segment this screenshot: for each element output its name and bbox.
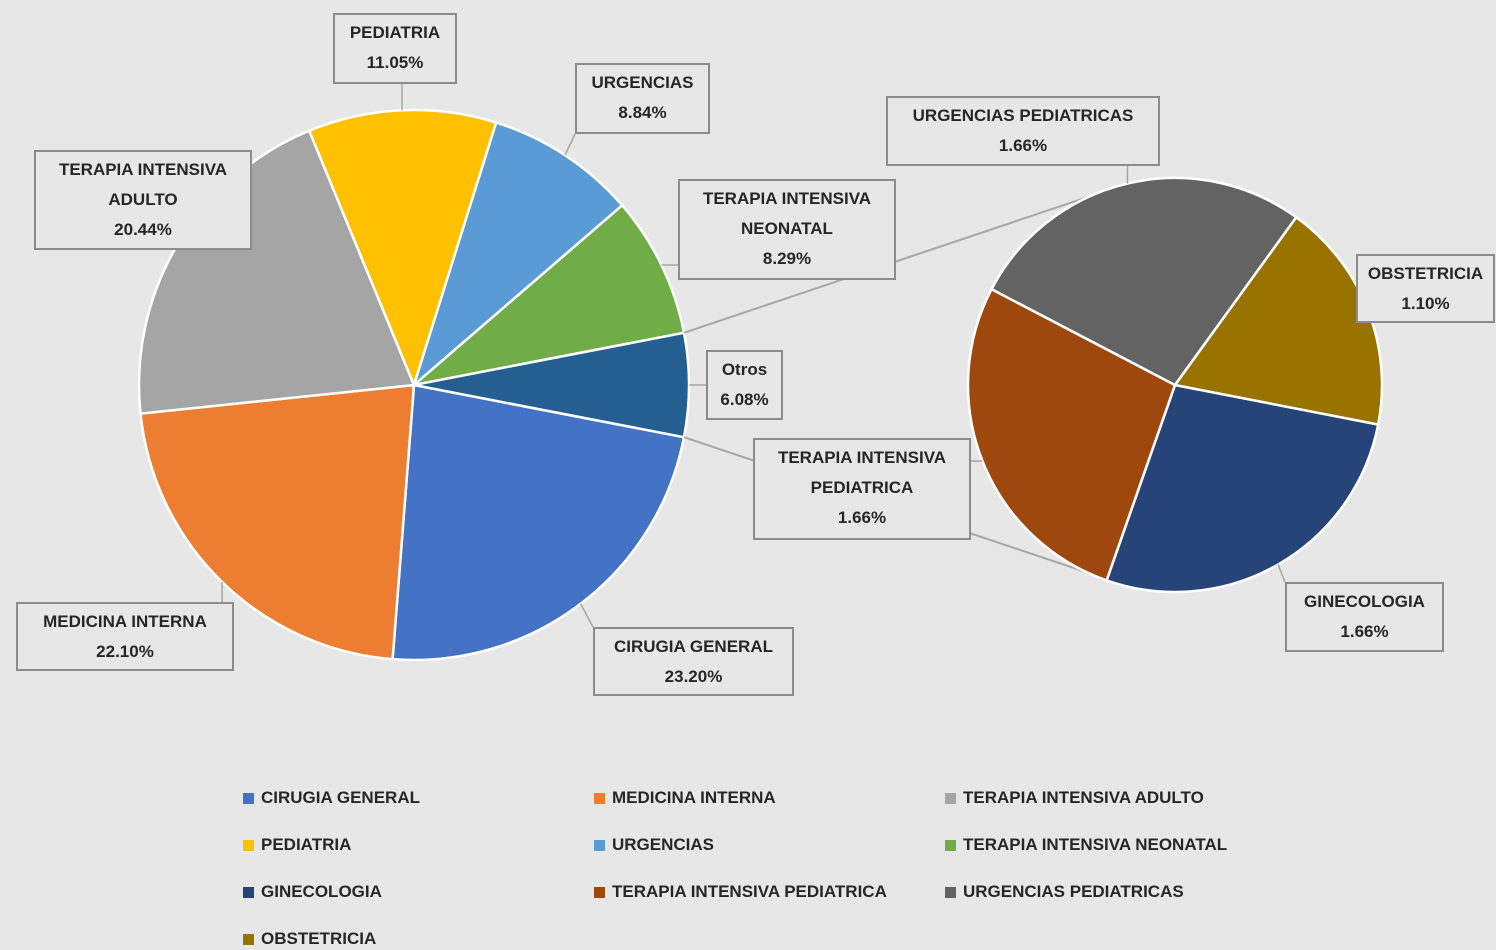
data-label: URGENCIAS 8.84%	[575, 63, 710, 134]
legend-label: TERAPIA INTENSIVA ADULTO	[963, 788, 1204, 807]
legend-swatch	[945, 839, 956, 851]
legend-swatch	[594, 792, 605, 804]
legend-item: MEDICINA INTERNA	[594, 788, 776, 808]
legend-label: MEDICINA INTERNA	[612, 788, 776, 807]
legend-label: GINECOLOGIA	[261, 882, 382, 901]
legend-item: URGENCIAS	[594, 835, 714, 855]
leader-line	[1277, 564, 1286, 583]
label-value: 1.66%	[837, 508, 887, 527]
legend-swatch	[243, 886, 254, 898]
pie-slice	[411, 121, 624, 389]
leader-line	[564, 133, 576, 156]
legend-swatch	[243, 933, 254, 945]
label-value: 1.66%	[998, 136, 1048, 155]
label-name: CIRUGIA GENERAL	[614, 637, 773, 656]
label-value: 11.05%	[366, 53, 424, 72]
data-label: PEDIATRIA 11.05%	[333, 13, 457, 84]
label-value: 1.66%	[1340, 622, 1389, 641]
data-label: TERAPIA INTENSIVA ADULTO 20.44%	[34, 150, 252, 250]
legend-label: PEDIATRIA	[261, 835, 352, 854]
pie-slice	[966, 287, 1177, 582]
pie-slice	[307, 108, 498, 389]
legend-swatch	[243, 792, 254, 804]
data-label: CIRUGIA GENERAL 23.20%	[593, 627, 794, 696]
pie-slice	[409, 203, 686, 388]
legend-swatch	[594, 886, 605, 898]
data-label: MEDICINA INTERNA 22.10%	[16, 602, 234, 671]
label-name: TERAPIA INTENSIVA ADULTO	[58, 160, 228, 209]
data-label: URGENCIAS PEDIATRICAS 1.66%	[886, 96, 1160, 166]
legend-item: URGENCIAS PEDIATRICAS	[945, 882, 1184, 902]
label-value: 8.29%	[762, 249, 812, 268]
label-name: TERAPIA INTENSIVA NEONATAL	[702, 189, 872, 238]
legend-label: TERAPIA INTENSIVA PEDIATRICA	[612, 882, 887, 901]
connector-line	[683, 182, 1129, 334]
legend-label: URGENCIAS	[612, 835, 715, 854]
legend-item: CIRUGIA GENERAL	[243, 788, 420, 808]
legend-label: CIRUGIA GENERAL	[261, 788, 420, 807]
legend-swatch	[594, 839, 605, 851]
label-value: 1.10%	[1401, 294, 1450, 313]
legend-item: TERAPIA INTENSIVA PEDIATRICA	[594, 882, 887, 902]
label-value: 22.10%	[96, 642, 154, 661]
label-name: URGENCIAS	[591, 73, 694, 92]
legend-swatch	[243, 839, 254, 851]
data-label: Otros 6.08%	[706, 350, 783, 420]
leader-line	[579, 603, 594, 628]
legend-label: TERAPIA INTENSIVA NEONATAL	[963, 835, 1228, 854]
legend-label: URGENCIAS PEDIATRICAS	[963, 882, 1184, 901]
legend-item: PEDIATRIA	[243, 835, 351, 855]
label-value: 6.08%	[720, 390, 769, 409]
legend-label: OBSTETRICIA	[261, 929, 377, 948]
label-name: MEDICINA INTERNA	[43, 612, 207, 631]
legend-item: OBSTETRICIA	[243, 929, 376, 949]
data-label: OBSTETRICIA 1.10%	[1356, 254, 1495, 323]
label-name: GINECOLOGIA	[1304, 592, 1425, 611]
label-value: 23.20%	[664, 667, 723, 686]
label-name: Otros	[721, 360, 768, 379]
data-label: TERAPIA INTENSIVA NEONATAL 8.29%	[678, 179, 896, 280]
legend-item: TERAPIA INTENSIVA NEONATAL	[945, 835, 1227, 855]
data-label: TERAPIA INTENSIVA PEDIATRICA 1.66%	[753, 438, 971, 540]
label-name: OBSTETRICIA	[1367, 264, 1484, 283]
label-value: 8.84%	[618, 103, 667, 122]
label-name: PEDIATRIA	[349, 23, 441, 42]
legend-swatch	[945, 886, 956, 898]
label-name: URGENCIAS PEDIATRICAS	[912, 106, 1134, 125]
label-name: TERAPIA INTENSIVA PEDIATRICA	[777, 448, 947, 497]
legend-item: TERAPIA INTENSIVA ADULTO	[945, 788, 1204, 808]
label-value: 20.44%	[114, 220, 172, 239]
legend-swatch	[945, 792, 956, 804]
legend-item: GINECOLOGIA	[243, 882, 382, 902]
data-label: GINECOLOGIA 1.66%	[1285, 582, 1444, 652]
